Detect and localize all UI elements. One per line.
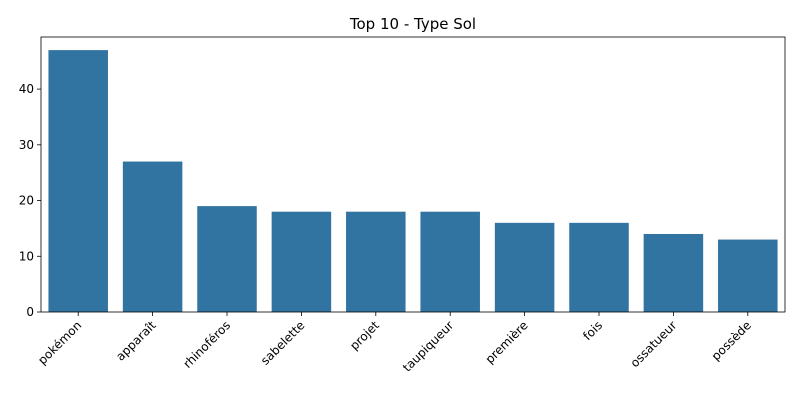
bar-1 [122,161,183,312]
y-tick-label-3: 30 [19,138,34,152]
bar-3 [271,211,332,312]
bars-group [48,50,778,312]
x-tick-label-5: taupiqueur [400,318,456,374]
y-tick-label-0: 0 [26,305,34,319]
y-tick-label-4: 40 [19,82,34,96]
bar-0 [48,50,108,312]
x-tick-label-7: fois [580,318,605,343]
x-axis: pokémon apparaît rhinoféros sabelette projet… [35,312,754,375]
y-tick-label-1: 10 [19,249,34,263]
bar-4 [346,211,406,312]
x-tick-label-6: première [483,318,531,366]
x-tick-label-4: projet [347,318,382,353]
bar-5 [420,211,480,312]
y-tick-label-2: 20 [19,194,34,208]
bar-6 [494,222,555,312]
x-tick-label-1: apparaît [113,318,159,364]
bar-2 [197,206,257,312]
bar-9 [718,239,778,312]
chart-title: Top 10 - Type Sol [349,15,476,33]
plot-frame [40,36,786,313]
y-axis: 0 10 20 30 40 [19,82,41,319]
x-tick-label-8: ossatueur [628,318,680,370]
x-tick-label-0: pokémon [35,318,84,367]
x-tick-label-2: rhinoféros [180,318,233,371]
bar-8 [643,233,704,312]
x-tick-label-9: possède [709,318,754,363]
bar-7 [569,222,629,312]
x-tick-label-3: sabelette [258,318,308,368]
